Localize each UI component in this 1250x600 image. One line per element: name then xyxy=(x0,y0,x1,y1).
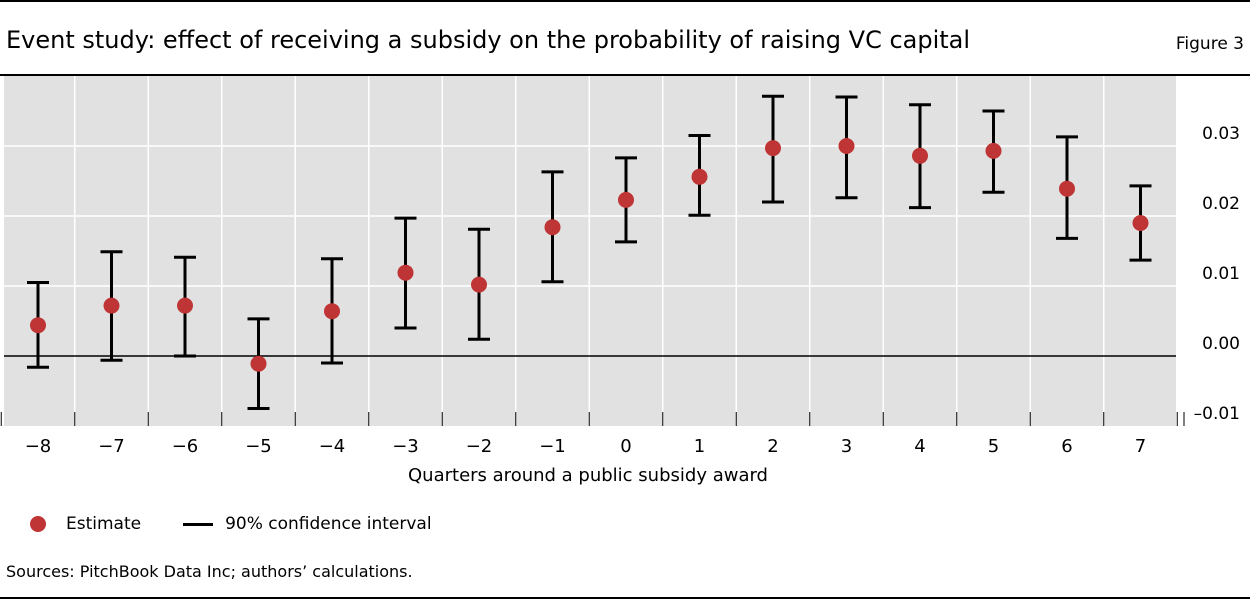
x-tick-label: −7 xyxy=(98,436,125,457)
estimate-point xyxy=(985,142,1002,159)
estimate-point xyxy=(765,140,781,157)
x-tick-labels: −8 −7 −6 −5 −4 −3 −2 −1 0 1 2 3 4 5 6 7 xyxy=(25,436,1147,457)
estimate-point xyxy=(544,219,561,236)
bottom-rule xyxy=(0,597,1250,599)
y-tick-label: 0.01 xyxy=(1202,264,1240,284)
x-tick-label: 7 xyxy=(1135,436,1146,457)
chart-legend: Estimate 90% confidence interval xyxy=(30,514,432,534)
y-tick-label: 0.00 xyxy=(1202,334,1240,354)
x-tick-label: 6 xyxy=(1061,436,1072,457)
y-tick-label: 0.03 xyxy=(1202,124,1240,144)
axes xyxy=(0,355,1185,426)
interval-line-icon xyxy=(183,522,214,526)
figure-label: Figure 3 xyxy=(1175,34,1244,54)
x-tick-label: 0 xyxy=(620,436,631,457)
x-tick-label: −2 xyxy=(466,436,493,457)
title-rule xyxy=(0,74,1250,76)
x-axis-label: Quarters around a public subsidy award xyxy=(408,465,768,486)
event-study-chart: −8 −7 −6 −5 −4 −3 −2 −1 0 1 2 3 4 5 6 7 –0.01 0.00 0.01 0.… xyxy=(0,76,1240,457)
estimate-marker-icon xyxy=(30,516,46,532)
estimate-point xyxy=(103,297,120,314)
estimate-point xyxy=(397,264,414,281)
top-rule xyxy=(0,0,1250,2)
x-tick-label: 1 xyxy=(694,436,705,457)
estimate-point xyxy=(691,168,708,185)
x-tick-label: −1 xyxy=(539,436,566,457)
legend-item-estimate: Estimate xyxy=(30,514,141,534)
estimate-points xyxy=(30,138,1149,372)
estimate-point xyxy=(1132,215,1149,231)
sources-note: Sources: PitchBook Data Inc; authors’ ca… xyxy=(6,562,413,581)
x-tick-label: −3 xyxy=(392,436,419,457)
x-tick-label: −6 xyxy=(172,436,199,457)
x-tick-label: 5 xyxy=(988,436,999,457)
estimate-point xyxy=(1059,180,1075,197)
x-tick-label: 3 xyxy=(841,436,852,457)
estimate-point xyxy=(30,317,46,334)
estimate-point xyxy=(618,191,634,208)
legend-item-ci: 90% confidence interval xyxy=(141,514,432,534)
estimate-point xyxy=(838,138,855,154)
grid-lines xyxy=(4,76,1176,426)
y-tick-labels: –0.01 0.00 0.01 0.02 0.03 xyxy=(1194,124,1240,424)
x-tick-label: −8 xyxy=(25,436,52,457)
legend-label-estimate: Estimate xyxy=(66,514,142,534)
x-tick-label: 4 xyxy=(914,436,925,457)
y-tick-label: 0.02 xyxy=(1202,194,1240,214)
estimate-point xyxy=(471,276,487,293)
x-tick-label: 2 xyxy=(767,436,778,457)
estimate-point xyxy=(324,303,340,320)
y-tick-label: –0.01 xyxy=(1194,404,1240,424)
estimate-point xyxy=(912,147,928,164)
estimate-point xyxy=(177,297,193,314)
legend-label-ci: 90% confidence interval xyxy=(225,514,432,534)
estimate-point xyxy=(250,355,267,372)
page-title: Event study: effect of receiving a subsi… xyxy=(6,26,971,54)
x-tick-label: −4 xyxy=(319,436,346,457)
x-tick-label: −5 xyxy=(245,436,272,457)
